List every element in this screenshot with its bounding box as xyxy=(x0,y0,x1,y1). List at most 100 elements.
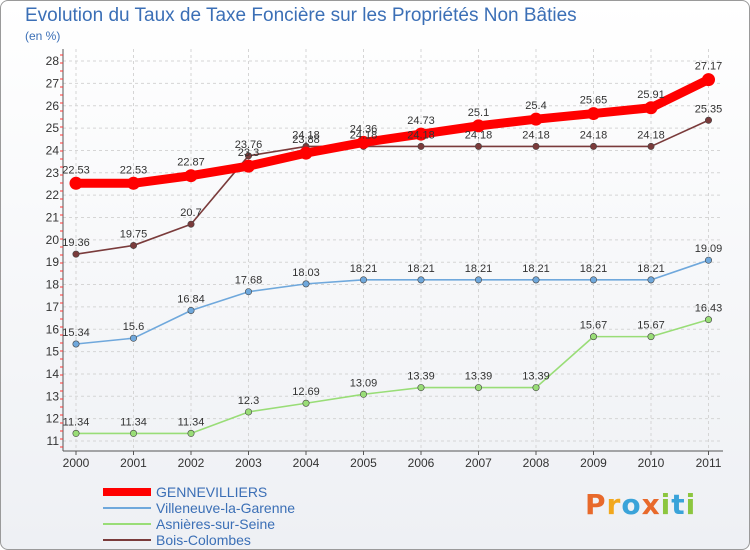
legend: GENNEVILLIERSVilleneuve-la-GarenneAsnièr… xyxy=(103,484,295,548)
x-tick-label: 2002 xyxy=(178,456,205,470)
y-tick-label: 18 xyxy=(46,278,60,292)
data-label: 24.36 xyxy=(350,123,378,135)
legend-label: Bois-Colombes xyxy=(156,532,251,548)
y-tick-label: 28 xyxy=(46,54,60,68)
data-label: 19.09 xyxy=(695,243,723,255)
logo-letter: P xyxy=(585,488,607,521)
proxiti-logo: Proxiti xyxy=(585,488,696,521)
data-point xyxy=(647,142,655,150)
data-point xyxy=(532,142,540,150)
data-point xyxy=(299,146,313,160)
data-point xyxy=(417,384,425,392)
y-tick-label: 13 xyxy=(46,389,60,403)
data-label: 13.39 xyxy=(465,371,493,383)
y-tick-label: 26 xyxy=(46,99,60,113)
data-point xyxy=(589,276,597,284)
logo-letter: x xyxy=(641,488,661,521)
series-line-gennevilliers xyxy=(71,75,713,188)
data-point xyxy=(72,250,80,258)
y-tick-label: 15 xyxy=(46,345,60,359)
gridlines xyxy=(63,49,723,451)
data-label: 13.39 xyxy=(522,371,550,383)
data-label: 20.7 xyxy=(180,207,201,219)
data-label: 16.84 xyxy=(177,293,205,305)
data-label: 25.1 xyxy=(468,107,489,119)
data-point xyxy=(357,135,370,149)
data-label: 12.3 xyxy=(238,395,259,407)
data-point xyxy=(704,116,712,124)
data-label: 13.09 xyxy=(350,377,378,389)
data-point xyxy=(359,390,367,398)
data-point xyxy=(69,176,83,190)
data-label: 12.69 xyxy=(292,386,320,398)
y-tick-label: 22 xyxy=(46,188,60,202)
data-point xyxy=(417,142,425,150)
y-tick-label: 16 xyxy=(46,322,60,336)
data-point xyxy=(589,333,597,341)
data-point xyxy=(302,280,310,288)
axes: 11 12 13 14 15 16 17 18 19 20 21 22 23 24 25 26 27 28 2000… xyxy=(46,49,723,470)
data-label: 13.39 xyxy=(407,371,435,383)
data-label: 18.21 xyxy=(580,263,608,275)
data-label: 18.21 xyxy=(350,263,378,275)
y-tick-label: 27 xyxy=(46,76,60,90)
data-point xyxy=(529,112,543,126)
y-tick-label: 21 xyxy=(46,211,60,225)
data-point xyxy=(130,334,138,342)
data-point xyxy=(532,384,540,392)
x-tick-label: 2009 xyxy=(580,456,607,470)
data-label: 24.18 xyxy=(580,129,608,141)
data-point xyxy=(359,276,367,284)
legend-label: Villeneuve-la-Garenne xyxy=(156,500,295,516)
x-tick-label: 2004 xyxy=(293,456,320,470)
y-tick-label: 12 xyxy=(46,412,60,426)
data-label: 25.65 xyxy=(580,95,608,107)
y-tick-label: 14 xyxy=(46,367,60,381)
data-label: 24.18 xyxy=(522,129,550,141)
data-point xyxy=(474,384,482,392)
y-tick-label: 24 xyxy=(46,143,60,157)
data-point xyxy=(414,127,428,141)
data-point xyxy=(242,159,255,173)
data-label: 22.87 xyxy=(177,157,205,169)
data-point xyxy=(127,176,140,190)
data-point xyxy=(130,241,138,249)
data-point xyxy=(245,288,253,296)
data-label: 15.67 xyxy=(580,320,608,332)
data-label: 25.35 xyxy=(695,103,723,115)
data-point xyxy=(184,169,198,183)
chart-title: Evolution du Taux de Taxe Foncière sur l… xyxy=(25,5,577,26)
y-tick-label: 23 xyxy=(46,166,60,180)
data-label: 23.76 xyxy=(235,139,263,151)
data-label: 27.17 xyxy=(695,61,723,73)
data-label: 18.21 xyxy=(407,263,435,275)
x-tick-label: 2010 xyxy=(638,456,665,470)
y-tick-label: 11 xyxy=(47,434,60,448)
data-point xyxy=(245,152,253,160)
data-label: 23.3 xyxy=(238,147,259,159)
data-point xyxy=(472,119,485,133)
data-label: 15.6 xyxy=(123,321,144,333)
data-point xyxy=(130,429,138,437)
data-point xyxy=(474,276,482,284)
data-label: 17.68 xyxy=(235,275,263,287)
legend-label: GENNEVILLIERS xyxy=(156,484,267,500)
data-point xyxy=(647,333,655,341)
x-tick-label: 2003 xyxy=(235,456,262,470)
data-point xyxy=(474,142,482,150)
x-tick-label: 2005 xyxy=(350,456,377,470)
data-point xyxy=(187,220,195,228)
data-label: 15.34 xyxy=(62,327,90,339)
data-label: 18.21 xyxy=(637,263,665,275)
data-label: 11.34 xyxy=(178,416,205,428)
data-point xyxy=(302,399,310,407)
y-tick-label: 25 xyxy=(46,121,60,135)
data-label: 11.34 xyxy=(63,416,90,428)
x-tick-label: 2006 xyxy=(408,456,435,470)
data-point xyxy=(647,276,655,284)
data-point xyxy=(532,276,540,284)
legend-label: Asnières-sur-Seine xyxy=(156,516,275,532)
x-tick-label: 2007 xyxy=(465,456,492,470)
